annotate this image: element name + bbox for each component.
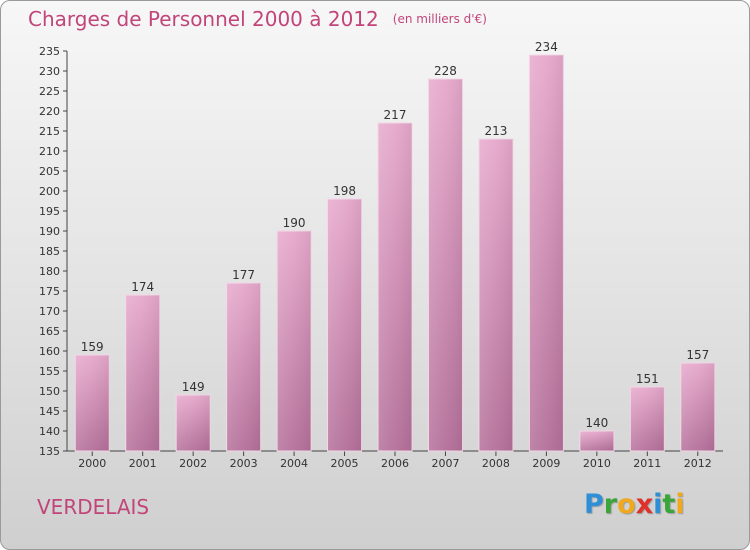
bar-shine (478, 139, 513, 451)
bars: 159 174 149 177 190 198 217 228 213 234 140 151 157 (74, 40, 716, 452)
y-tick-label: 190 (39, 225, 60, 238)
data-label: 213 (484, 124, 507, 138)
data-label: 228 (434, 64, 457, 78)
x-axis: 2000 2001 2002 2003 2004 2005 2006 2007 2008 2009… (67, 450, 723, 470)
y-tick-label: 210 (39, 145, 60, 158)
y-tick-label: 230 (39, 65, 60, 78)
x-tick-label: 2007 (431, 457, 459, 470)
bar-shine (529, 55, 564, 451)
x-tick-label: 2002 (179, 457, 207, 470)
bar-shine (630, 387, 665, 451)
brand-letter: r (603, 489, 618, 520)
y-tick-label: 160 (39, 345, 60, 358)
x-tick-label: 2011 (633, 457, 661, 470)
x-tick-label: 2001 (129, 457, 157, 470)
y-tick-label: 150 (39, 385, 60, 398)
bar-shine (226, 283, 261, 451)
brand-letter: i (675, 489, 685, 520)
title-row: Charges de Personnel 2000 à 2012 (en mill… (28, 7, 487, 31)
x-tick-label: 2012 (684, 457, 712, 470)
y-tick-label: 170 (39, 305, 60, 318)
x-tick-label: 2010 (583, 457, 611, 470)
chart-subtitle: (en milliers d'€) (392, 12, 487, 26)
data-label: 159 (81, 340, 104, 354)
x-tick-label: 2004 (280, 457, 308, 470)
y-tick-label: 225 (39, 85, 60, 98)
place-name: VERDELAIS (37, 495, 150, 519)
y-axis: 135 140 145 150 155 160 165 170 175 180 185 190 195 2… (39, 45, 68, 458)
y-tick-label: 235 (39, 45, 60, 58)
chart-title: Charges de Personnel 2000 à 2012 (28, 7, 379, 31)
data-label: 198 (333, 184, 356, 198)
brand-letter: i (653, 489, 663, 520)
bar-shine (378, 123, 412, 451)
data-label: 157 (686, 348, 709, 362)
brand-logo: Proxiti (584, 489, 685, 520)
bar-shine (75, 355, 110, 451)
brand-letter: P (584, 489, 604, 520)
bar-shine (327, 199, 362, 451)
x-tick-label: 2005 (331, 457, 359, 470)
data-label: 217 (384, 108, 407, 122)
y-tick-label: 165 (39, 325, 60, 338)
bar-shine (428, 79, 463, 451)
y-tick-label: 145 (39, 405, 60, 418)
bar-shine (277, 231, 312, 451)
y-tick-label: 180 (39, 265, 60, 278)
brand-letter: t (662, 489, 676, 520)
y-tick-label: 215 (39, 125, 60, 138)
x-tick-label: 2006 (381, 457, 409, 470)
y-tick-label: 140 (39, 425, 60, 438)
data-label: 140 (585, 416, 608, 430)
bar-shine (125, 295, 160, 451)
x-tick-label: 2003 (230, 457, 258, 470)
x-tick-label: 2008 (482, 457, 510, 470)
bar-shine (579, 431, 614, 451)
data-label: 151 (636, 372, 659, 386)
brand-letter: x (635, 489, 654, 520)
bar-shine (680, 363, 715, 451)
y-tick-label: 135 (39, 445, 60, 458)
y-tick-label: 195 (39, 205, 60, 218)
y-tick-label: 200 (39, 185, 60, 198)
y-tick-label: 175 (39, 285, 60, 298)
x-tick-label: 2000 (78, 457, 106, 470)
data-label: 149 (182, 380, 205, 394)
y-tick-label: 155 (39, 365, 60, 378)
data-label: 177 (232, 268, 255, 282)
bar-shine (176, 395, 211, 451)
data-label: 234 (535, 40, 558, 54)
y-tick-label: 220 (39, 105, 60, 118)
y-tick-label: 205 (39, 165, 60, 178)
data-label: 174 (131, 280, 154, 294)
y-tick-label: 185 (39, 245, 60, 258)
data-label: 190 (283, 216, 306, 230)
brand-letter: o (617, 489, 636, 520)
x-tick-label: 2009 (532, 457, 560, 470)
